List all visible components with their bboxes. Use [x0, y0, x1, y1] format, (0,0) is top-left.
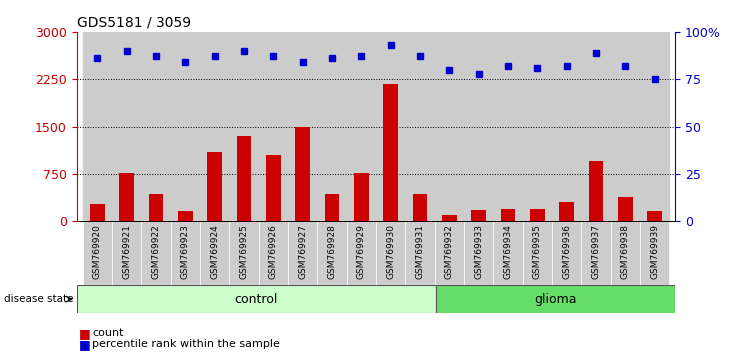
Bar — [171, 32, 200, 221]
Bar — [581, 32, 611, 221]
Bar — [207, 152, 222, 221]
Bar — [405, 32, 434, 221]
Bar — [611, 32, 640, 221]
Text: GDS5181 / 3059: GDS5181 / 3059 — [77, 15, 191, 29]
Bar — [493, 32, 523, 221]
Text: GSM769934: GSM769934 — [504, 224, 512, 279]
Bar — [581, 221, 611, 285]
Bar — [141, 221, 171, 285]
Bar — [258, 221, 288, 285]
Text: GSM769921: GSM769921 — [122, 224, 131, 279]
Text: GSM769932: GSM769932 — [445, 224, 454, 279]
Bar — [376, 32, 405, 221]
Bar — [325, 194, 339, 221]
Text: ■: ■ — [79, 338, 91, 350]
Text: GSM769922: GSM769922 — [151, 224, 161, 279]
Bar — [464, 32, 493, 221]
Bar — [434, 221, 464, 285]
Text: GSM769928: GSM769928 — [328, 224, 337, 279]
Bar — [552, 32, 581, 221]
Bar — [493, 221, 523, 285]
Bar — [552, 221, 581, 285]
Bar — [200, 221, 229, 285]
Text: GSM769939: GSM769939 — [650, 224, 659, 279]
Bar — [288, 221, 318, 285]
Bar — [523, 221, 552, 285]
Bar — [347, 221, 376, 285]
Bar — [266, 155, 280, 221]
Text: GSM769923: GSM769923 — [181, 224, 190, 279]
Bar — [648, 211, 662, 221]
Text: GSM769930: GSM769930 — [386, 224, 395, 279]
Bar — [412, 194, 427, 221]
Bar — [523, 32, 552, 221]
Text: GSM769924: GSM769924 — [210, 224, 219, 279]
Bar — [295, 127, 310, 221]
Text: GSM769936: GSM769936 — [562, 224, 571, 279]
Bar — [229, 32, 258, 221]
Bar — [318, 221, 347, 285]
Bar — [347, 32, 376, 221]
Text: count: count — [92, 329, 123, 338]
Bar — [82, 32, 112, 221]
Text: GSM769929: GSM769929 — [357, 224, 366, 279]
Bar — [148, 194, 164, 221]
Bar — [141, 32, 171, 221]
Text: control: control — [234, 293, 278, 306]
Bar — [119, 173, 134, 221]
Bar — [258, 32, 288, 221]
Bar — [640, 221, 669, 285]
Bar — [472, 210, 486, 221]
Text: GSM769925: GSM769925 — [239, 224, 248, 279]
Bar — [82, 221, 112, 285]
Text: disease state: disease state — [4, 294, 73, 304]
Text: GSM769920: GSM769920 — [93, 224, 101, 279]
Bar — [434, 32, 464, 221]
Bar — [464, 221, 493, 285]
Bar — [354, 173, 369, 221]
Bar — [376, 221, 405, 285]
Bar — [178, 211, 193, 221]
Bar — [588, 161, 604, 221]
Text: GSM769933: GSM769933 — [474, 224, 483, 279]
Bar — [90, 204, 104, 221]
Bar — [77, 285, 436, 313]
Bar — [383, 84, 398, 221]
Text: GSM769927: GSM769927 — [298, 224, 307, 279]
Bar — [171, 221, 200, 285]
Bar — [288, 32, 318, 221]
Bar — [200, 32, 229, 221]
Bar — [436, 285, 675, 313]
Text: GSM769938: GSM769938 — [621, 224, 630, 279]
Bar — [112, 32, 141, 221]
Bar — [501, 209, 515, 221]
Text: glioma: glioma — [534, 293, 577, 306]
Bar — [405, 221, 434, 285]
Bar — [559, 202, 574, 221]
Text: GSM769926: GSM769926 — [269, 224, 277, 279]
Bar — [237, 136, 251, 221]
Bar — [640, 32, 669, 221]
Bar — [530, 209, 545, 221]
Bar — [611, 221, 640, 285]
Text: GSM769931: GSM769931 — [415, 224, 424, 279]
Text: GSM769935: GSM769935 — [533, 224, 542, 279]
Text: percentile rank within the sample: percentile rank within the sample — [92, 339, 280, 349]
Text: GSM769937: GSM769937 — [591, 224, 601, 279]
Bar — [318, 32, 347, 221]
Text: ■: ■ — [79, 327, 91, 340]
Bar — [112, 221, 141, 285]
Bar — [229, 221, 258, 285]
Bar — [618, 197, 633, 221]
Bar — [442, 215, 457, 221]
